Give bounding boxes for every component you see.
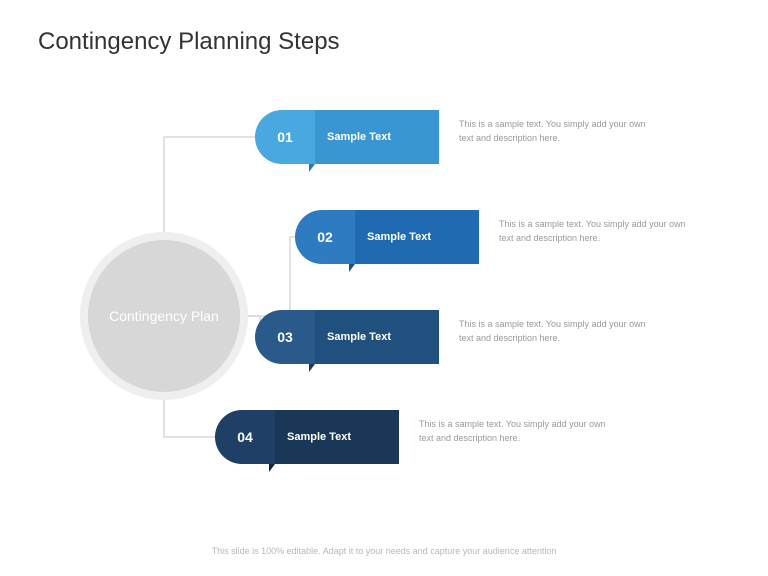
- step-4: 04 Sample Text This is a sample text. Yo…: [215, 410, 619, 464]
- step-2-description: This is a sample text. You simply add yo…: [499, 210, 699, 245]
- step-1: 01 Sample Text This is a sample text. Yo…: [255, 110, 659, 164]
- step-2-number: 02: [295, 210, 355, 264]
- step-4-number: 04: [215, 410, 275, 464]
- step-3-fold: [309, 364, 315, 372]
- step-3-description: This is a sample text. You simply add yo…: [459, 310, 659, 345]
- step-4-label: Sample Text: [269, 410, 399, 464]
- step-1-description: This is a sample text. You simply add yo…: [459, 110, 659, 145]
- step-3-label: Sample Text: [309, 310, 439, 364]
- step-1-pill: 01 Sample Text: [255, 110, 439, 164]
- step-2: 02 Sample Text This is a sample text. Yo…: [295, 210, 699, 264]
- hub-circle: Contingency Plan: [80, 232, 248, 400]
- step-2-label: Sample Text: [349, 210, 479, 264]
- step-4-fold: [269, 464, 275, 472]
- step-3: 03 Sample Text This is a sample text. Yo…: [255, 310, 659, 364]
- step-2-fold: [349, 264, 355, 272]
- step-1-label: Sample Text: [309, 110, 439, 164]
- step-3-pill: 03 Sample Text: [255, 310, 439, 364]
- step-4-description: This is a sample text. You simply add yo…: [419, 410, 619, 445]
- step-4-pill: 04 Sample Text: [215, 410, 399, 464]
- step-1-fold: [309, 164, 315, 172]
- step-1-number: 01: [255, 110, 315, 164]
- hub-label: Contingency Plan: [109, 307, 219, 325]
- step-2-pill: 02 Sample Text: [295, 210, 479, 264]
- step-3-number: 03: [255, 310, 315, 364]
